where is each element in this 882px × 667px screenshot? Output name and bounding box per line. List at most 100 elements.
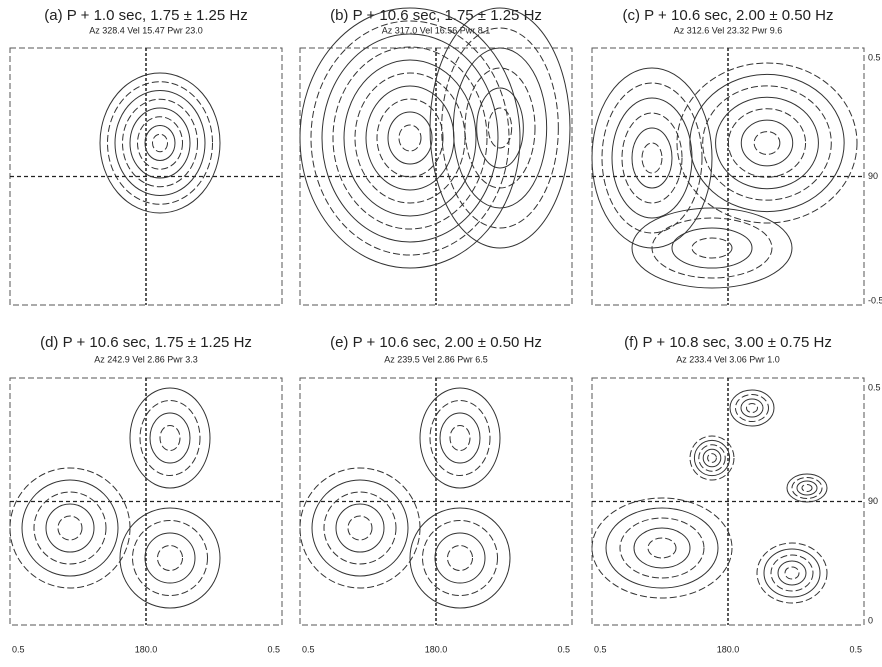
contour xyxy=(354,72,466,204)
contour xyxy=(740,398,764,418)
contour xyxy=(129,387,211,489)
contour xyxy=(122,98,198,188)
contour xyxy=(702,448,722,468)
contour xyxy=(119,507,221,609)
contour xyxy=(129,107,191,179)
contour xyxy=(763,548,821,598)
contour xyxy=(740,119,794,167)
contour xyxy=(343,59,477,217)
contour xyxy=(698,444,726,472)
contour xyxy=(447,545,473,571)
contour xyxy=(429,7,571,249)
x-axis-label: 0.5 xyxy=(267,644,280,654)
contour xyxy=(335,503,385,553)
contour xyxy=(398,124,422,152)
contour xyxy=(321,33,499,243)
contour xyxy=(727,108,807,178)
contour xyxy=(139,400,201,476)
contour xyxy=(332,46,488,230)
x-axis-label: 180.0 xyxy=(425,644,448,654)
panel-title: (b) P + 10.6 sec, 1.75 ± 1.25 Hz xyxy=(330,7,542,24)
contour xyxy=(387,111,433,165)
x-axis-label: 0.5 xyxy=(12,644,25,654)
contour xyxy=(631,127,673,189)
contour xyxy=(633,527,691,569)
x-axis-label: 0.5 xyxy=(557,644,570,654)
contour xyxy=(21,479,119,577)
contour xyxy=(619,517,705,579)
contour xyxy=(452,47,548,209)
contour xyxy=(753,131,781,155)
contour xyxy=(651,217,773,279)
panel-subtitle: Az 312.6 Vel 23.32 Pwr 9.6 xyxy=(674,25,783,35)
contour xyxy=(641,142,663,174)
contour xyxy=(786,473,828,503)
contour xyxy=(621,112,683,204)
contour xyxy=(422,520,498,596)
x-axis-label: 180.0 xyxy=(717,644,740,654)
contour xyxy=(376,98,444,178)
contour xyxy=(347,515,373,541)
contour xyxy=(756,542,828,604)
contour xyxy=(605,507,719,589)
contour xyxy=(311,479,409,577)
contour xyxy=(693,439,731,477)
contour xyxy=(777,560,807,586)
contour xyxy=(323,491,397,565)
y-axis-label: 90 xyxy=(868,171,878,181)
panel-title: (f) P + 10.8 sec, 3.00 ± 0.75 Hz xyxy=(624,334,832,351)
contour xyxy=(33,491,107,565)
contour xyxy=(631,207,793,289)
contour xyxy=(784,566,800,580)
contour xyxy=(132,520,208,596)
panel-title: (a) P + 1.0 sec, 1.75 ± 1.25 Hz xyxy=(44,7,247,24)
contour xyxy=(676,62,858,224)
contour xyxy=(45,503,95,553)
contour xyxy=(409,507,511,609)
contour xyxy=(464,67,536,189)
contour xyxy=(702,85,832,201)
x-axis-label: 0.5 xyxy=(302,644,315,654)
contour xyxy=(689,435,735,481)
contour xyxy=(310,20,510,256)
contour xyxy=(707,453,717,463)
panel-subtitle: Az 328.4 Vel 15.47 Pwr 23.0 xyxy=(89,25,203,35)
contour xyxy=(159,425,181,451)
contour xyxy=(434,532,486,584)
contour xyxy=(770,554,814,592)
panel-subtitle: Az 233.4 Vel 3.06 Pwr 1.0 xyxy=(676,354,780,364)
contour xyxy=(729,389,775,427)
panel-title: (e) P + 10.6 sec, 2.00 ± 0.50 Hz xyxy=(330,334,542,351)
panel-title: (c) P + 10.6 sec, 2.00 ± 0.50 Hz xyxy=(623,7,834,24)
contour xyxy=(671,227,753,269)
contour xyxy=(735,394,769,422)
contour xyxy=(791,477,823,499)
contour xyxy=(365,85,455,191)
contour xyxy=(144,125,176,161)
contour xyxy=(796,480,818,496)
x-axis-label: 0.5 xyxy=(594,644,607,654)
contour xyxy=(689,73,845,213)
panel-title: (d) P + 10.6 sec, 1.75 ± 1.25 Hz xyxy=(40,334,252,351)
y-axis-label: 0.5 xyxy=(868,52,881,62)
panel-subtitle: Az 242.9 Vel 2.86 Pwr 3.3 xyxy=(94,354,198,364)
contour xyxy=(487,107,513,149)
contour xyxy=(99,72,221,214)
y-axis-label: -0.5 xyxy=(868,295,882,305)
panel-subtitle: Az 317.0 Vel 16.56 Pwr 8.1 xyxy=(382,25,491,35)
contour xyxy=(299,7,521,269)
contour xyxy=(57,515,83,541)
y-axis-label: 0 xyxy=(868,615,873,625)
contour xyxy=(152,133,168,153)
contour xyxy=(157,545,183,571)
contour xyxy=(149,412,191,464)
contour xyxy=(439,412,481,464)
contour xyxy=(715,96,819,190)
contour xyxy=(114,90,206,196)
contour xyxy=(107,81,213,205)
contour xyxy=(144,532,196,584)
panel-subtitle: Az 239.5 Vel 2.86 Pwr 6.5 xyxy=(384,354,488,364)
contour xyxy=(137,116,183,170)
contour xyxy=(801,484,813,492)
